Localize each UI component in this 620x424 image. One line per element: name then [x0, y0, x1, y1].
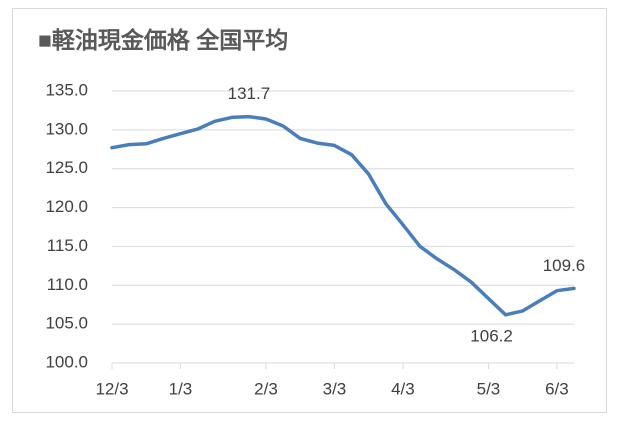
y-tick-label: 125.0: [45, 158, 88, 177]
line-series: [110, 114, 576, 317]
x-tick-label: 2/3: [254, 379, 278, 398]
chart-title: ■軽油現金価格 全国平均: [38, 27, 288, 53]
data-label: 131.7: [228, 84, 271, 103]
data-label: 109.6: [543, 256, 586, 275]
y-tick-label: 115.0: [47, 236, 88, 255]
y-tick-label: 100.0: [45, 352, 88, 371]
x-tick-label: 12/3: [95, 379, 128, 398]
x-tick-label: 1/3: [169, 379, 193, 398]
y-tick-label: 120.0: [45, 197, 88, 216]
x-tick-label: 6/3: [545, 379, 569, 398]
y-tick-label: 130.0: [45, 119, 88, 138]
x-tick-label: 4/3: [391, 379, 415, 398]
y-tick-label: 135.0: [45, 80, 88, 99]
y-tick-label: 105.0: [45, 314, 88, 333]
x-tick-label: 5/3: [477, 379, 501, 398]
chart-border: [12, 8, 607, 413]
x-tick-label: 3/3: [323, 379, 347, 398]
y-tick-label: 110.0: [47, 275, 88, 294]
data-label: 106.2: [470, 326, 513, 345]
